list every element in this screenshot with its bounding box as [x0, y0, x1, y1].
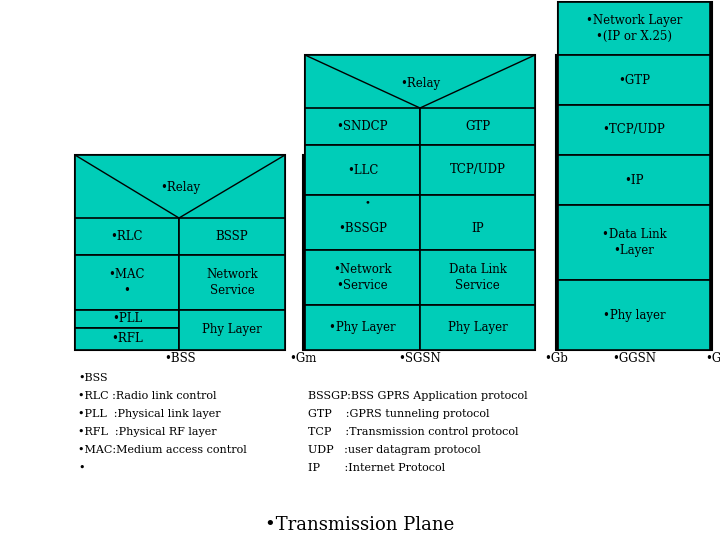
Text: IP: IP — [471, 222, 484, 235]
Bar — [305, 55, 535, 350]
Bar — [75, 328, 179, 350]
Bar — [558, 2, 710, 55]
Text: Service: Service — [210, 284, 254, 297]
Bar — [558, 155, 710, 205]
Bar — [558, 55, 710, 105]
Text: IP       :Internet Protocol: IP :Internet Protocol — [308, 463, 445, 473]
Text: •TCP/UDP: •TCP/UDP — [603, 124, 665, 137]
Text: •RFL  :Physical RF layer: •RFL :Physical RF layer — [78, 427, 217, 437]
Text: •BSSGP: •BSSGP — [338, 222, 387, 235]
Bar — [75, 155, 285, 350]
Text: •PLL: •PLL — [112, 313, 142, 326]
Bar — [75, 155, 285, 255]
Text: •Service: •Service — [337, 279, 388, 292]
Text: •: • — [78, 463, 84, 473]
Text: BSSGP:BSS GPRS Application protocol: BSSGP:BSS GPRS Application protocol — [308, 391, 528, 401]
Text: •BSS: •BSS — [164, 352, 196, 365]
Text: Phy Layer: Phy Layer — [202, 323, 262, 336]
Text: GTP    :GPRS tunneling protocol: GTP :GPRS tunneling protocol — [308, 409, 490, 419]
Bar — [179, 310, 285, 350]
Text: •Relay: •Relay — [400, 77, 440, 90]
Text: •(IP or X.25): •(IP or X.25) — [596, 30, 672, 43]
Text: •Network: •Network — [333, 263, 392, 276]
Bar — [558, 105, 710, 155]
Bar — [179, 218, 285, 255]
Text: BSSP: BSSP — [216, 230, 248, 243]
Text: •MAC: •MAC — [109, 268, 145, 281]
Text: •Gm: •Gm — [289, 352, 317, 365]
Bar — [179, 255, 285, 310]
Text: •Relay: •Relay — [160, 180, 200, 193]
Bar — [420, 195, 535, 250]
Text: •MAC:Medium access control: •MAC:Medium access control — [78, 445, 247, 455]
Text: •Network Layer: •Network Layer — [586, 14, 682, 27]
Bar — [305, 250, 420, 305]
Text: •RLC: •RLC — [111, 230, 143, 243]
Text: •BSS: •BSS — [78, 373, 107, 383]
Text: •Transmission Plane: •Transmission Plane — [266, 516, 454, 534]
Bar — [305, 305, 420, 350]
Bar — [305, 108, 420, 145]
Bar — [75, 255, 179, 310]
Text: •PLL  :Physical link layer: •PLL :Physical link layer — [78, 409, 220, 419]
Text: •Phy Layer: •Phy Layer — [329, 321, 396, 334]
Bar — [420, 108, 535, 145]
Text: •SGSN: •SGSN — [399, 352, 441, 365]
Text: GTP: GTP — [465, 120, 490, 133]
Text: •RFL: •RFL — [111, 333, 143, 346]
Bar — [420, 250, 535, 305]
Text: •Layer: •Layer — [613, 244, 654, 257]
Text: •SNDCP: •SNDCP — [337, 120, 388, 133]
Text: •: • — [364, 199, 370, 207]
Text: UDP   :user datagram protocol: UDP :user datagram protocol — [308, 445, 481, 455]
Text: Service: Service — [455, 279, 500, 292]
Text: Network: Network — [206, 268, 258, 281]
Text: Phy Layer: Phy Layer — [448, 321, 508, 334]
Bar — [305, 55, 535, 145]
Text: Data Link: Data Link — [449, 263, 506, 276]
Bar — [558, 280, 710, 350]
Text: •: • — [124, 284, 130, 297]
Text: •GTP: •GTP — [618, 73, 650, 86]
Text: •IP: •IP — [624, 173, 644, 186]
Bar — [558, 205, 710, 280]
Text: •Phy layer: •Phy layer — [603, 308, 665, 321]
Text: •Data Link: •Data Link — [602, 228, 667, 241]
Bar — [420, 145, 535, 195]
Bar — [305, 145, 420, 195]
Bar — [75, 218, 179, 255]
Text: •Gi: •Gi — [705, 352, 720, 365]
Text: •Gb: •Gb — [544, 352, 568, 365]
Text: TCP/UDP: TCP/UDP — [449, 164, 505, 177]
Bar — [558, 2, 710, 350]
Bar — [75, 310, 179, 328]
Text: •RLC :Radio link control: •RLC :Radio link control — [78, 391, 217, 401]
Bar — [420, 305, 535, 350]
Text: •LLC: •LLC — [347, 164, 378, 177]
Text: •GGSN: •GGSN — [612, 352, 656, 365]
Bar — [305, 195, 420, 250]
Text: TCP    :Transmission control protocol: TCP :Transmission control protocol — [308, 427, 518, 437]
